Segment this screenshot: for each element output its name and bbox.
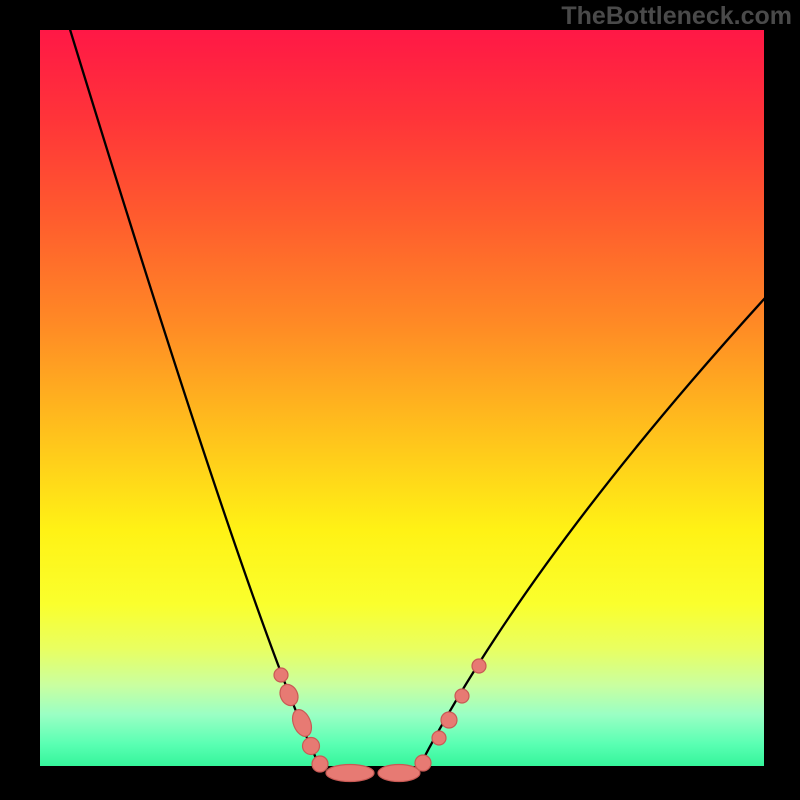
watermark-text: TheBottleneck.com — [561, 2, 792, 31]
chart-stage: TheBottleneck.com — [0, 0, 800, 800]
data-marker — [326, 765, 374, 782]
gradient-plot-area — [40, 30, 764, 766]
data-marker — [378, 765, 420, 782]
